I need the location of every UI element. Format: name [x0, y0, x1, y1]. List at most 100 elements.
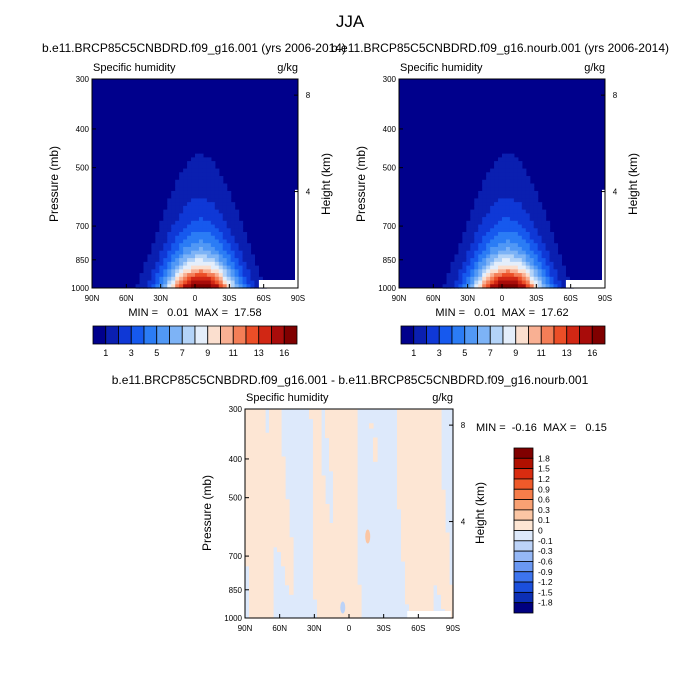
field-cell [175, 254, 180, 259]
x-tick-label: 30N [153, 294, 168, 303]
field-cell [353, 480, 358, 486]
panel-3-colorbar: 1.81.51.20.90.60.30.10-0.1-0.3-0.6-0.9-1… [513, 447, 553, 614]
field-cell [409, 475, 414, 481]
field-cell [171, 254, 176, 259]
field-cell [325, 518, 330, 524]
field-cell [191, 250, 196, 256]
field-cell [250, 284, 256, 289]
field-cell [482, 250, 487, 256]
field-cell [155, 284, 160, 289]
field-cell [462, 261, 467, 267]
field-cell [261, 447, 266, 453]
colorbar-label: 0.1 [538, 515, 550, 525]
field-cell [521, 232, 527, 237]
field-cell [513, 261, 519, 267]
field-cell [445, 584, 450, 591]
field-cell [401, 527, 406, 534]
field-cell [425, 584, 430, 591]
field-cell [494, 202, 499, 207]
field-cell [159, 254, 164, 259]
field-cell [482, 261, 487, 267]
field-cell [269, 527, 274, 534]
field-cell [321, 594, 326, 600]
field-cell [269, 542, 274, 548]
field-cell [337, 546, 342, 553]
field-cell [345, 608, 350, 614]
field-cell [218, 228, 224, 233]
field-cell [191, 254, 196, 259]
field-cell [281, 532, 286, 538]
field-cell [253, 570, 258, 576]
field-cell [417, 418, 422, 424]
field-cell [273, 437, 278, 443]
field-cell [226, 213, 232, 218]
field-cell [337, 603, 342, 610]
field-cell [277, 461, 282, 467]
field-cell [409, 447, 414, 453]
field-cell [525, 265, 531, 270]
field-cell [325, 570, 330, 576]
colorbar-swatch [220, 325, 234, 345]
field-cell [401, 432, 406, 439]
field-cell [257, 594, 262, 600]
field-cell [226, 239, 232, 244]
field-cell [498, 217, 503, 222]
field-cell [261, 456, 266, 462]
field-cell [313, 565, 318, 572]
field-cell [285, 565, 290, 572]
field-cell [502, 217, 507, 222]
field-cell [337, 565, 342, 572]
field-cell [171, 273, 176, 278]
field-cell [502, 273, 507, 278]
field-cell [513, 284, 519, 289]
field-cell [183, 213, 188, 218]
field-cell [175, 239, 180, 244]
field-cell [529, 213, 535, 218]
field-cell [333, 603, 338, 610]
field-cell [433, 480, 438, 486]
field-cell [421, 556, 426, 562]
field-cell [417, 409, 422, 415]
field-cell [537, 265, 543, 270]
field-cell [529, 284, 535, 289]
field-cell [433, 527, 438, 534]
field-cell [195, 205, 200, 211]
field-cell [482, 190, 487, 196]
field-cell [341, 575, 346, 581]
field-cell [474, 205, 479, 211]
field-cell [222, 284, 228, 289]
field-cell [187, 243, 192, 248]
field-cell [490, 254, 495, 259]
field-cell [179, 284, 184, 289]
field-cell [537, 235, 543, 241]
field-cell [401, 413, 406, 420]
colorbar-label: -0.1 [538, 536, 553, 546]
field-cell [214, 265, 220, 270]
field-cell [325, 418, 330, 424]
field-cell [249, 489, 254, 496]
field-cell [249, 451, 254, 458]
field-cell [521, 190, 527, 196]
x-tick-label: 60S [564, 294, 578, 303]
field-cell [230, 258, 236, 263]
field-cell [409, 480, 414, 486]
field-cell [269, 551, 274, 557]
x-tick-label: 0 [193, 294, 198, 303]
field-cell [421, 461, 426, 467]
field-cell [529, 261, 535, 267]
field-cell [261, 504, 266, 510]
field-cell [409, 527, 414, 534]
field-cell [502, 179, 507, 185]
field-cell [325, 413, 330, 420]
field-cell [490, 280, 495, 285]
field-cell [437, 570, 442, 576]
field-cell [333, 437, 338, 443]
field-cell [269, 409, 274, 415]
field-cell [187, 239, 192, 244]
field-cell [230, 202, 236, 207]
field-cell [417, 428, 422, 434]
field-cell [273, 418, 278, 424]
field-cell [486, 276, 491, 282]
field-cell [545, 228, 551, 233]
panel-1-title: b.e11.BRCP85C5CNBDRD.f09_g16.001 (yrs 20… [42, 41, 346, 55]
